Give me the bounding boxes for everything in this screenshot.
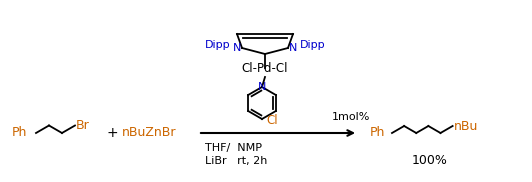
Text: 1mol%: 1mol%: [332, 112, 370, 122]
Text: Dipp: Dipp: [300, 40, 326, 50]
Text: THF/  NMP: THF/ NMP: [205, 143, 262, 153]
Text: Cl-Pd-Cl: Cl-Pd-Cl: [242, 62, 288, 74]
Text: nBuZnBr: nBuZnBr: [122, 126, 177, 139]
Text: N: N: [258, 82, 266, 92]
Text: +: +: [106, 126, 118, 140]
Text: nBu: nBu: [454, 120, 478, 132]
Text: Dipp: Dipp: [204, 40, 230, 50]
Text: N: N: [289, 43, 297, 53]
Text: Ph: Ph: [12, 126, 27, 139]
Text: Br: Br: [76, 119, 90, 132]
Text: LiBr   rt, 2h: LiBr rt, 2h: [205, 156, 268, 166]
Text: Cl: Cl: [266, 114, 278, 128]
Text: 100%: 100%: [412, 153, 448, 167]
Text: Ph: Ph: [370, 126, 385, 139]
Text: N: N: [232, 43, 241, 53]
